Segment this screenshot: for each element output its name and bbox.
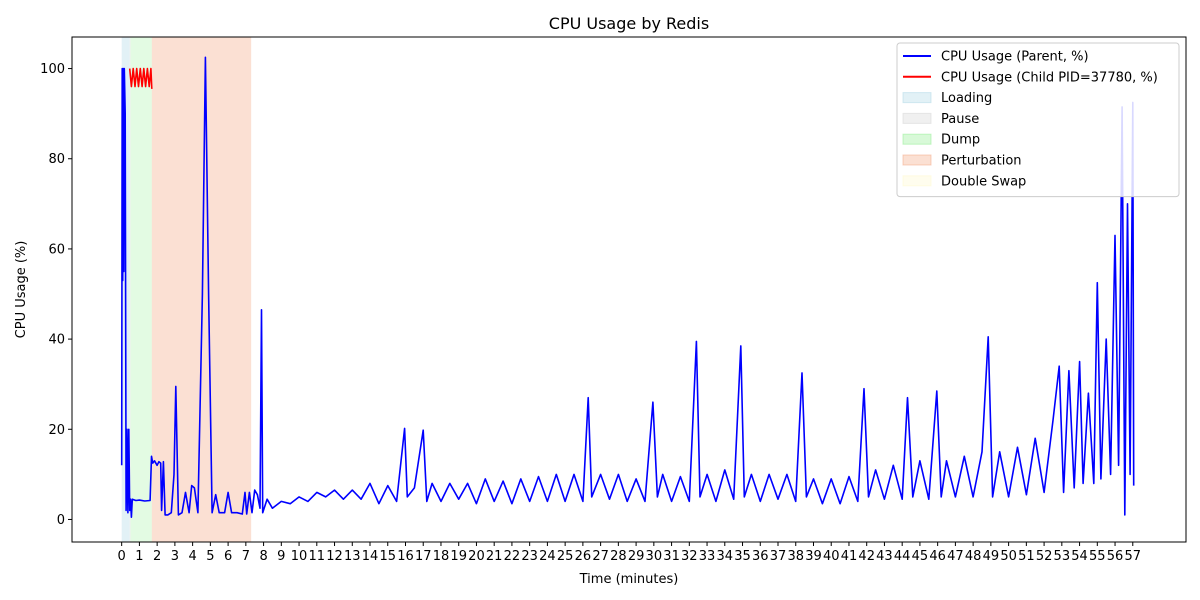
- legend-patch-swatch: [902, 112, 932, 124]
- legend: CPU Usage (Parent, %) CPU Usage (Child PI…: [896, 42, 1180, 198]
- x-tick-label: 7: [242, 549, 250, 564]
- x-tick-label: 2: [153, 549, 161, 564]
- x-tick-label: 39: [805, 549, 822, 564]
- legend-box: [896, 42, 1180, 198]
- x-tick-label: 36: [752, 549, 769, 564]
- plot-frame: [71, 36, 1187, 543]
- x-tick-label: 20: [468, 549, 485, 564]
- x-tick-label: 5: [206, 549, 214, 564]
- chart-title: CPU Usage by Redis: [549, 14, 709, 33]
- phase-bands: [121, 37, 252, 542]
- x-tick-label: 18: [433, 549, 450, 564]
- x-tick-label: 28: [610, 549, 627, 564]
- y-axis: 0 20 40 60 80 100: [40, 62, 72, 528]
- x-tick-label: 29: [628, 549, 645, 564]
- x-tick-label: 24: [539, 549, 556, 564]
- x-tick-label: 33: [699, 549, 716, 564]
- x-tick-label: 8: [259, 549, 267, 564]
- x-tick-label: 57: [1125, 549, 1142, 564]
- legend-patch-swatch: [902, 92, 932, 104]
- legend-label: Perturbation: [941, 154, 1022, 169]
- x-tick-label: 21: [486, 549, 503, 564]
- y-axis-title: CPU Usage (%): [14, 241, 29, 339]
- x-tick-label: 4: [188, 549, 196, 564]
- x-tick-label: 31: [663, 549, 680, 564]
- x-tick-label: 30: [646, 549, 663, 564]
- x-tick-label: 17: [415, 549, 432, 564]
- y-tick-label: 60: [48, 242, 65, 257]
- x-tick-label: 52: [1036, 549, 1053, 564]
- x-tick-label: 32: [681, 549, 698, 564]
- legend-label: Double Swap: [941, 174, 1026, 189]
- x-tick-label: 41: [841, 549, 858, 564]
- phase-band-perturbation: [151, 37, 252, 542]
- x-tick-label: 44: [894, 549, 911, 564]
- series-line-1: [128, 67, 153, 89]
- x-tick-label: 49: [983, 549, 1000, 564]
- legend-label: CPU Usage (Parent, %): [941, 50, 1089, 65]
- x-tick-label: 40: [823, 549, 840, 564]
- phase-band-dump: [130, 37, 152, 542]
- x-tick-label: 45: [912, 549, 929, 564]
- x-tick-label: 46: [929, 549, 946, 564]
- x-tick-label: 14: [362, 549, 379, 564]
- x-tick-label: 53: [1054, 549, 1071, 564]
- x-tick-label: 38: [787, 549, 804, 564]
- legend-label: Dump: [941, 133, 980, 148]
- phase-band-pause: [129, 37, 131, 542]
- legend-label: CPU Usage (Child PID=37780, %): [941, 70, 1158, 85]
- x-axis-title: Time (minutes): [579, 572, 679, 587]
- x-tick-label: 55: [1089, 549, 1106, 564]
- legend-label: Pause: [941, 112, 979, 127]
- y-tick-label: 100: [40, 62, 65, 77]
- legend-label: Loading: [941, 91, 992, 106]
- x-tick-label: 3: [171, 549, 179, 564]
- x-tick-label: 34: [717, 549, 734, 564]
- x-tick-label: 23: [521, 549, 538, 564]
- x-tick-label: 48: [965, 549, 982, 564]
- x-tick-label: 15: [379, 549, 396, 564]
- x-tick-label: 50: [1000, 549, 1017, 564]
- legend-patch-swatch: [902, 133, 932, 145]
- x-tick-label: 51: [1018, 549, 1035, 564]
- x-tick-label: 19: [450, 549, 467, 564]
- x-tick-label: 25: [557, 549, 574, 564]
- series-lines: [120, 56, 1135, 518]
- x-tick-label: 56: [1107, 549, 1124, 564]
- x-tick-label: 1: [135, 549, 143, 564]
- x-tick-label: 6: [224, 549, 232, 564]
- legend-patch-swatch: [902, 175, 932, 187]
- x-tick-label: 42: [858, 549, 875, 564]
- x-tick-label: 27: [592, 549, 609, 564]
- x-tick-label: 16: [397, 549, 414, 564]
- y-tick-label: 40: [48, 333, 65, 348]
- x-tick-label: 13: [344, 549, 361, 564]
- x-tick-label: 11: [309, 549, 326, 564]
- x-tick-label: 26: [575, 549, 592, 564]
- x-tick-label: 47: [947, 549, 964, 564]
- x-tick-label: 37: [770, 549, 787, 564]
- y-tick-label: 80: [48, 152, 65, 167]
- x-tick-label: 0: [118, 549, 126, 564]
- x-tick-label: 43: [876, 549, 893, 564]
- x-tick-label: 12: [326, 549, 343, 564]
- y-tick-label: 0: [57, 513, 65, 528]
- x-axis: 0 1 2 3 4 5 6 7 8 9 10 11 12 13 14 15 16 17 18 19 20 21 22 23 24…: [118, 542, 1142, 564]
- x-tick-label: 9: [277, 549, 285, 564]
- x-tick-label: 35: [734, 549, 751, 564]
- legend-patch-swatch: [902, 154, 932, 166]
- x-tick-label: 22: [504, 549, 521, 564]
- series-line-0: [120, 56, 1135, 518]
- x-tick-label: 54: [1071, 549, 1088, 564]
- x-tick-label: 10: [291, 549, 308, 564]
- y-tick-label: 20: [48, 423, 65, 438]
